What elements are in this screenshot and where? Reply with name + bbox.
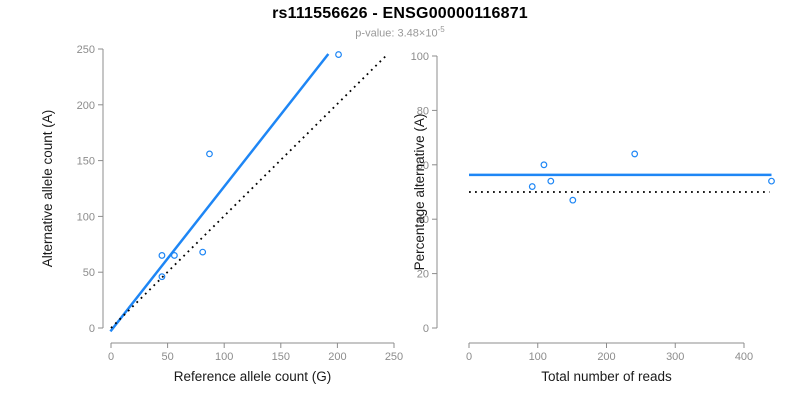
x-axis-title: Reference allele count (G) (174, 369, 332, 384)
x-tick-label: 0 (466, 351, 472, 363)
y-tick-label: 100 (411, 51, 429, 63)
chart-title: rs111556626 - ENSG00000116871 (272, 5, 528, 22)
identity-line (110, 53, 388, 329)
plot-allele-counts-plot: 0 50 100 150 200 250 0 50 100 150 200 250 Reference … (40, 44, 403, 384)
data-point (158, 273, 166, 281)
y-tick-label: 200 (77, 100, 95, 112)
data-point (540, 161, 548, 169)
data-point (199, 248, 207, 256)
x-axis-title: Total number of reads (541, 369, 672, 384)
data-point (528, 183, 536, 190)
y-tick-label: 0 (423, 323, 429, 335)
data-point (158, 252, 166, 259)
data-point (547, 177, 555, 185)
x-tick-label: 100 (215, 351, 233, 363)
y-tick-label: 250 (77, 44, 95, 56)
data-point (631, 150, 639, 158)
data-point (569, 196, 577, 204)
y-tick-label: 60 (417, 160, 429, 172)
x-tick-label: 200 (597, 351, 615, 363)
y-tick-label: 80 (417, 105, 429, 117)
x-tick-label: 400 (735, 351, 753, 363)
data-point (335, 51, 342, 58)
y-tick-label: 40 (417, 214, 429, 226)
fit-line (109, 53, 330, 333)
data-point (206, 150, 213, 158)
pvalue-exponent: -5 (437, 25, 445, 34)
y-tick-label: 20 (417, 269, 429, 281)
x-tick-label: 50 (161, 351, 173, 363)
data-point (768, 177, 775, 185)
pvalue-text: p-value: 3.48×10 (355, 27, 438, 40)
x-tick-label: 250 (385, 351, 403, 363)
y-tick-label: 100 (77, 211, 95, 223)
y-axis-title: Percentage alternative (A) (412, 114, 427, 271)
x-tick-label: 300 (666, 351, 684, 363)
plot-percentage-plot: 0 100 200 300 400 0 20 40 60 80 100 Total number of… (411, 51, 775, 384)
y-tick-label: 0 (89, 323, 95, 335)
x-tick-label: 100 (529, 351, 547, 363)
chart-subtitle: p-value: 3.48×10-5 (0, 25, 800, 40)
x-tick-label: 0 (108, 351, 114, 363)
x-tick-label: 200 (328, 351, 346, 363)
y-tick-label: 50 (83, 267, 95, 279)
data-point (170, 252, 178, 259)
x-tick-label: 150 (272, 351, 290, 363)
y-axis-title: Alternative allele count (A) (40, 110, 55, 268)
y-tick-label: 150 (77, 156, 95, 168)
